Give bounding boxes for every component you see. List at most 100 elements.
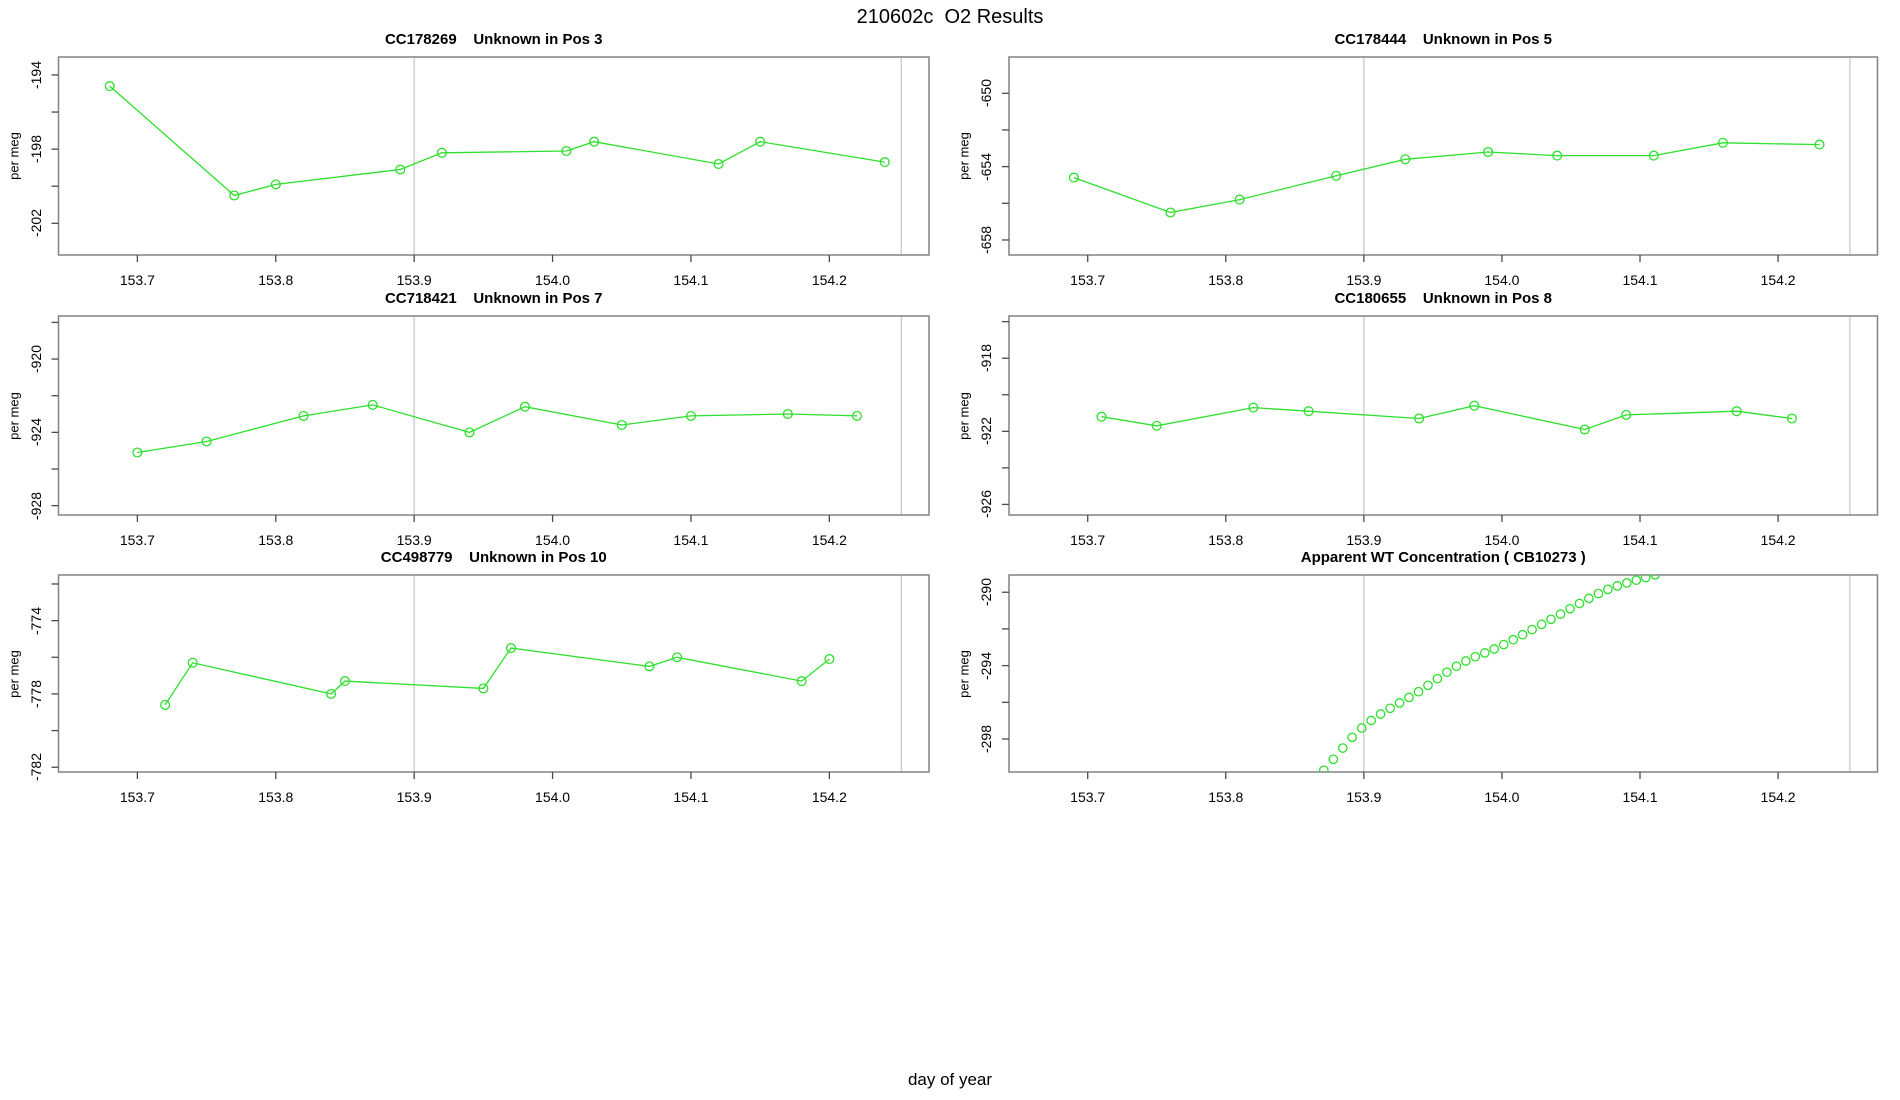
data-series bbox=[1096, 400, 1797, 435]
x-tick-label: 154.1 bbox=[1622, 789, 1658, 805]
data-point-marker bbox=[1574, 598, 1585, 609]
data-point-marker bbox=[160, 699, 171, 710]
data-point-marker bbox=[519, 401, 530, 412]
data-point-marker bbox=[298, 410, 309, 421]
x-tick-label: 154.2 bbox=[1760, 532, 1796, 548]
plot-box bbox=[57, 574, 930, 773]
data-point-marker bbox=[1096, 411, 1107, 422]
figure-title: 210602c O2 Results bbox=[856, 6, 1044, 28]
data-point-marker bbox=[1442, 667, 1452, 678]
data-point-marker bbox=[104, 81, 115, 92]
x-tick-label: 153.8 bbox=[258, 532, 294, 548]
plot-box bbox=[1008, 315, 1879, 516]
data-point-marker bbox=[1555, 609, 1566, 619]
data-point-marker bbox=[436, 147, 447, 158]
data-point-marker bbox=[1584, 593, 1594, 604]
panel-title: CC178269 Unknown in Pos 3 bbox=[384, 31, 603, 48]
x-axis-label: day of year bbox=[907, 1070, 993, 1089]
x-tick-label: 153.8 bbox=[1208, 789, 1244, 805]
y-tick-label: -924 bbox=[27, 418, 44, 447]
panel-title: CC178444 Unknown in Pos 5 bbox=[1334, 31, 1553, 48]
data-point-marker bbox=[1483, 146, 1494, 158]
y-axis-label: per meg bbox=[956, 391, 972, 440]
x-tick-label: 154.0 bbox=[1484, 272, 1520, 288]
series-line bbox=[109, 85, 885, 197]
x-tick-label: 154.0 bbox=[535, 272, 571, 288]
panel-title: CC498779 Unknown in Pos 10 bbox=[380, 549, 607, 566]
data-point-marker bbox=[1731, 406, 1742, 417]
x-tick-label: 154.2 bbox=[811, 532, 847, 548]
data-point-marker bbox=[1527, 624, 1537, 635]
x-tick-label: 153.9 bbox=[396, 789, 432, 805]
data-point-marker bbox=[1451, 661, 1462, 672]
y-tick-label: -922 bbox=[978, 417, 994, 446]
panel-pos5 bbox=[1002, 56, 1879, 262]
x-tick-label: 154.1 bbox=[1622, 272, 1658, 288]
x-tick-label: 153.8 bbox=[1208, 532, 1244, 548]
data-point-marker bbox=[1814, 139, 1825, 150]
x-tick-label: 153.9 bbox=[396, 272, 432, 288]
y-tick-label: -658 bbox=[978, 225, 994, 254]
data-point-marker bbox=[339, 676, 351, 687]
data-point-marker bbox=[755, 136, 766, 147]
data-point-marker bbox=[796, 676, 807, 687]
y-axis-label: per meg bbox=[6, 649, 21, 698]
data-point-marker bbox=[1565, 603, 1575, 614]
data-point-marker bbox=[1640, 575, 1651, 583]
x-tick-label: 153.7 bbox=[119, 532, 155, 548]
data-point-marker bbox=[782, 408, 793, 420]
data-point-marker bbox=[367, 399, 378, 410]
x-tick-label: 153.7 bbox=[119, 789, 155, 805]
panel-pos10 bbox=[51, 574, 930, 779]
x-tick-label: 154.1 bbox=[673, 272, 709, 288]
data-point-marker bbox=[1612, 581, 1623, 591]
data-point-marker bbox=[1318, 765, 1329, 772]
data-point-marker bbox=[851, 410, 863, 421]
data-point-marker bbox=[1165, 207, 1176, 218]
data-point-marker bbox=[824, 654, 835, 665]
x-tick-label: 153.8 bbox=[258, 272, 294, 288]
data-point-marker bbox=[1579, 424, 1590, 435]
x-tick-label: 154.2 bbox=[811, 272, 847, 288]
y-axis-label: per meg bbox=[956, 649, 972, 698]
data-point-marker bbox=[1375, 709, 1386, 719]
panel-pos7 bbox=[51, 315, 930, 522]
data-point-marker bbox=[1460, 656, 1471, 666]
panel-wt-concentration bbox=[1002, 574, 1879, 779]
x-tick-label: 153.9 bbox=[1346, 789, 1382, 805]
data-series bbox=[160, 643, 835, 710]
x-tick-label: 154.0 bbox=[535, 789, 571, 805]
data-point-marker bbox=[1648, 150, 1659, 161]
data-point-marker bbox=[1328, 754, 1339, 765]
data-series bbox=[1318, 575, 1661, 772]
x-tick-label: 154.1 bbox=[673, 789, 709, 805]
data-point-marker bbox=[1469, 400, 1480, 411]
y-tick-label: -654 bbox=[978, 152, 994, 181]
data-point-marker bbox=[478, 683, 489, 694]
data-point-marker bbox=[589, 136, 600, 147]
y-axis-label: per meg bbox=[6, 391, 21, 440]
data-point-marker bbox=[1234, 194, 1245, 205]
data-series bbox=[132, 399, 863, 458]
y-tick-label: -290 bbox=[978, 578, 994, 607]
data-point-marker bbox=[1631, 575, 1642, 586]
data-point-marker bbox=[1470, 651, 1481, 662]
series-line bbox=[1073, 142, 1820, 214]
plot-box bbox=[1008, 56, 1879, 256]
data-point-marker bbox=[1404, 692, 1414, 703]
data-point-marker bbox=[1593, 588, 1604, 599]
x-tick-label: 153.7 bbox=[1070, 789, 1106, 805]
x-tick-label: 154.2 bbox=[1760, 272, 1796, 288]
data-point-marker bbox=[464, 427, 475, 438]
data-series bbox=[1068, 137, 1825, 218]
x-tick-label: 153.7 bbox=[1070, 272, 1106, 288]
series-line bbox=[137, 404, 858, 454]
x-tick-label: 153.7 bbox=[1070, 532, 1106, 548]
series-line bbox=[164, 647, 830, 706]
data-point-marker bbox=[1621, 578, 1632, 588]
data-point-marker bbox=[1303, 406, 1314, 417]
x-tick-label: 154.2 bbox=[811, 789, 847, 805]
panel-pos8 bbox=[1002, 315, 1879, 522]
y-tick-label: -202 bbox=[27, 209, 44, 238]
